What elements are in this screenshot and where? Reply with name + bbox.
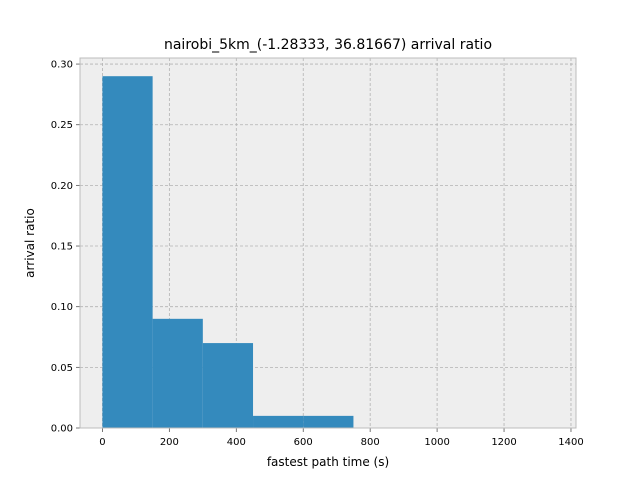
histogram-bar	[303, 415, 354, 428]
x-tick-label: 400	[227, 437, 246, 448]
histogram-bar	[253, 415, 304, 428]
x-tick-label: 1000	[424, 437, 449, 448]
y-tick-label: 0.15	[51, 242, 73, 253]
histogram-bar	[102, 76, 153, 429]
y-tick-label: 0.30	[51, 60, 73, 71]
chart-title: nairobi_5km_(-1.28333, 36.81667) arrival…	[164, 37, 492, 53]
y-tick-label: 0.25	[51, 120, 73, 131]
x-tick-label: 1400	[558, 437, 583, 448]
y-tick-label: 0.20	[51, 181, 73, 192]
y-tick-label: 0.05	[51, 363, 73, 374]
x-axis-ticks: 0 200 400 600 800 1000 1200 1400	[99, 428, 584, 448]
x-tick-label: 1200	[491, 437, 516, 448]
histogram-bar	[152, 318, 203, 428]
y-axis-ticks: 0.00 0.05 0.10 0.15 0.20 0.25 0.30	[51, 60, 80, 435]
histogram-bar	[202, 343, 254, 428]
y-tick-label: 0.00	[51, 424, 73, 435]
plot-frame	[79, 57, 577, 429]
x-tick-label: 0	[99, 437, 105, 448]
x-axis-label: fastest path time (s)	[267, 455, 389, 469]
histogram-bars	[102, 76, 354, 429]
x-tick-label: 800	[361, 437, 380, 448]
x-tick-label: 200	[160, 437, 179, 448]
x-tick-label: 600	[294, 437, 313, 448]
y-tick-label: 0.10	[51, 302, 73, 313]
y-axis-label: arrival ratio	[23, 208, 37, 278]
